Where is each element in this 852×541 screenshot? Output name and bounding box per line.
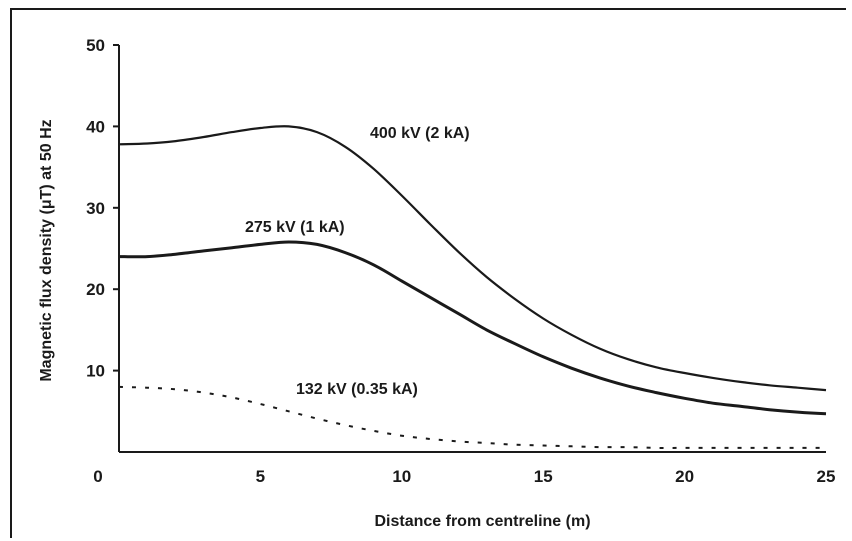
- series-line-275kv: [118, 240, 827, 416]
- series-label-400kv: 400 kV (2 kA): [370, 125, 470, 142]
- series-label-275kv: 275 kV (1 kA): [245, 219, 345, 236]
- x-axis-title: Distance from centreline (m): [374, 513, 590, 530]
- y-tick-label: 20: [86, 280, 105, 299]
- x-ticks: 0 5 10 15 20 25: [93, 467, 835, 486]
- series-label-132kv: 132 kV (0.35 kA): [296, 381, 418, 398]
- y-axis-title: Magnetic flux density (μT) at 50 Hz: [38, 119, 55, 381]
- y-tick-label: 30: [86, 199, 105, 218]
- series-line-132kv: [118, 385, 826, 449]
- series-layer: [118, 125, 827, 449]
- y-tick-label: 40: [86, 117, 105, 136]
- x-tick-label: 20: [675, 467, 694, 486]
- x-tick-label: 25: [817, 467, 836, 486]
- y-ticks: 10 20 30 40 50: [86, 36, 119, 381]
- x-tick-label: 0: [93, 467, 102, 486]
- y-tick-label: 50: [86, 36, 105, 55]
- series-labels: 400 kV (2 kA) 275 kV (1 kA) 132 kV (0.35 k…: [245, 125, 470, 398]
- y-tick-label: 10: [86, 362, 105, 381]
- chart-frame: [10, 8, 846, 538]
- x-tick-label: 15: [534, 467, 553, 486]
- axes: [118, 45, 826, 453]
- series-line-400kv: [118, 125, 827, 392]
- x-tick-label: 10: [392, 467, 411, 486]
- x-tick-label: 5: [256, 467, 265, 486]
